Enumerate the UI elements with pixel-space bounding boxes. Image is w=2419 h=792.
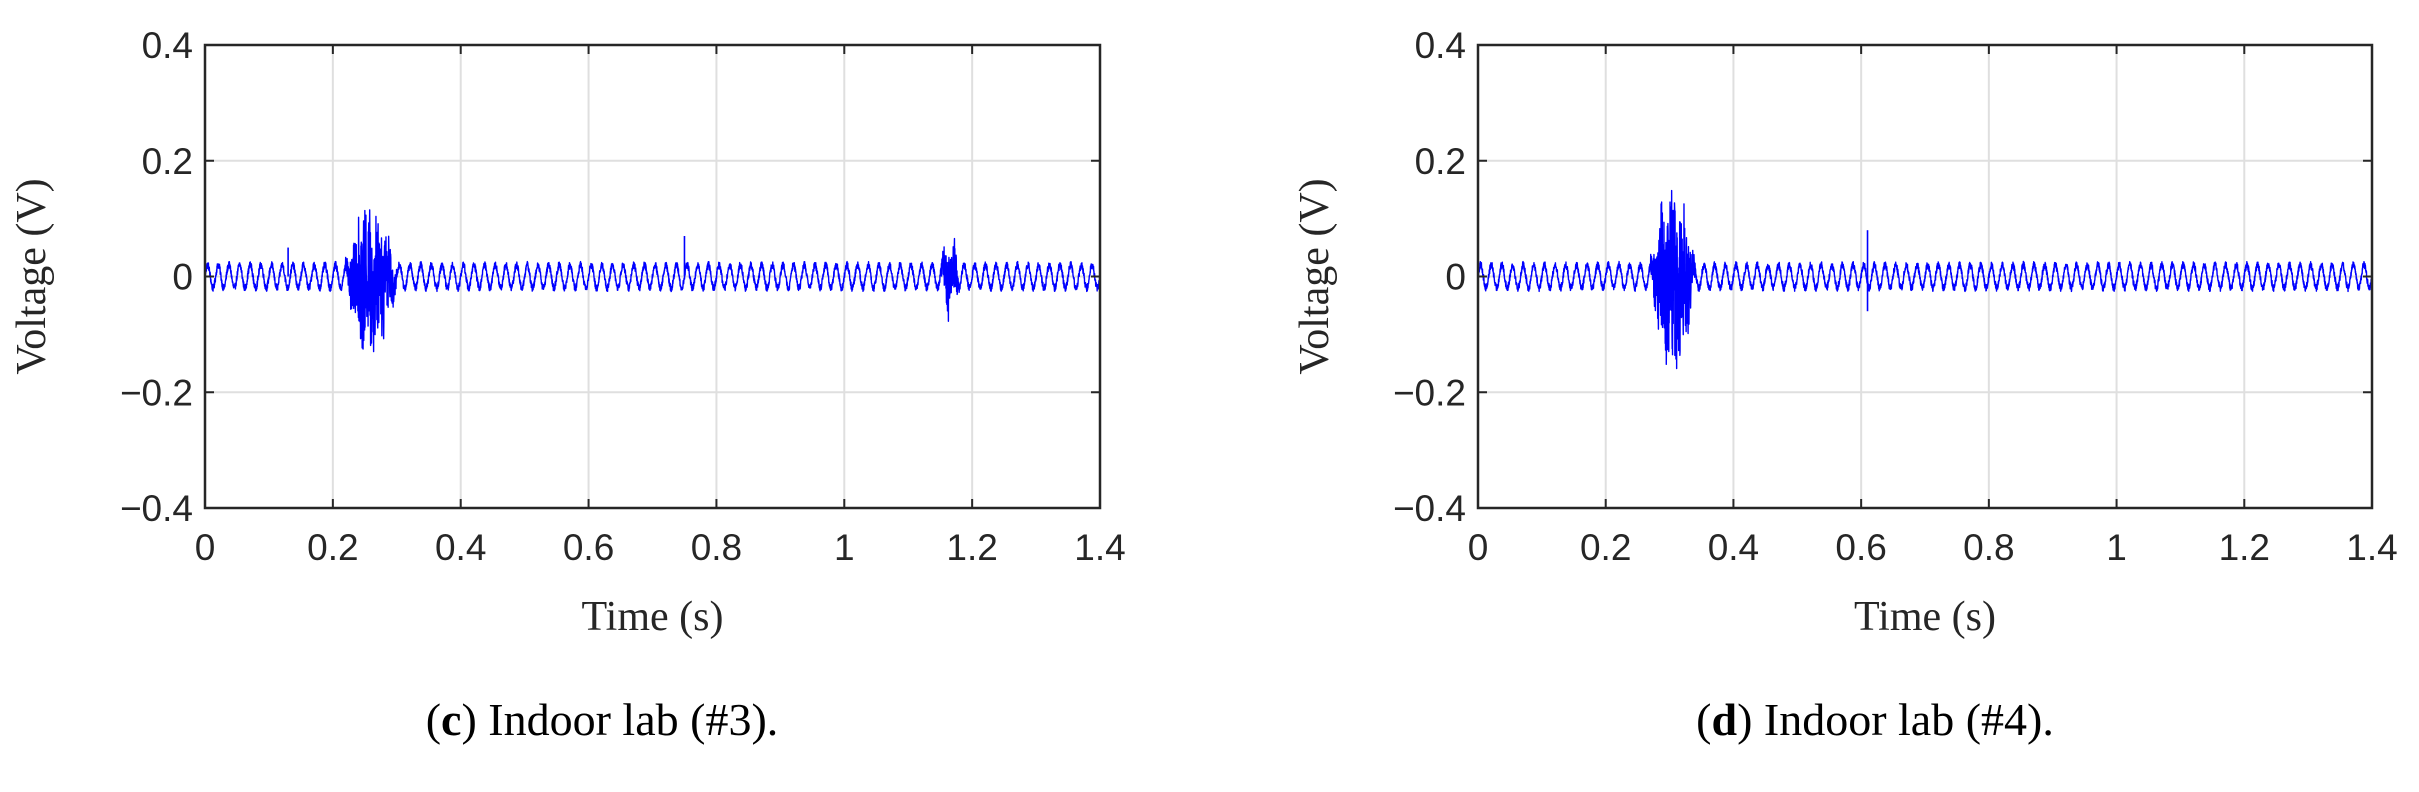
x-tick-label: 0.4	[435, 527, 486, 568]
x-axis-label: Time (s)	[1854, 594, 1996, 640]
x-axis-label: Time (s)	[582, 594, 724, 640]
panel-caption: (c) Indoor lab (#3).	[426, 694, 779, 745]
x-tick-label: 1	[834, 527, 855, 568]
x-tick-label: 1.2	[2219, 527, 2270, 568]
y-tick-label: 0.2	[142, 141, 193, 182]
x-tick-label: 0.2	[307, 527, 358, 568]
x-tick-label: 1	[2106, 527, 2127, 568]
x-tick-label: 0.6	[1835, 527, 1886, 568]
y-tick-label: 0.4	[1415, 25, 1466, 66]
x-tick-label: 0.2	[1580, 527, 1631, 568]
y-tick-label: 0.2	[1415, 141, 1466, 182]
x-tick-label: 1.2	[946, 527, 997, 568]
y-axis-label: Voltage (V)	[1292, 178, 1338, 374]
signal-trace	[1477, 189, 2373, 370]
x-tick-label: 0	[195, 527, 216, 568]
y-tick-label: 0.4	[142, 25, 193, 66]
chart-panel-2: 0 0.2 0.4 0.6 0.8 1 1.2 1.4 −0.4 −0.2 0 0.2 0.4 Time …	[1292, 25, 2398, 745]
y-tick-label: −0.4	[1393, 488, 1466, 529]
y-axis-label: Voltage (V)	[9, 178, 55, 374]
x-tick-label: 1.4	[1074, 527, 1125, 568]
x-tick-label: 0.8	[691, 527, 742, 568]
x-tick-label: 0.4	[1708, 527, 1759, 568]
panel-caption: (d) Indoor lab (#4).	[1696, 694, 2054, 745]
chart-panel-1: 0 0.2 0.4 0.6 0.8 1 1.2 1.4 −0.4 −0.2 0 0.2 0.4 Time …	[9, 25, 1126, 745]
x-tick-label: 0.6	[563, 527, 614, 568]
signal-trace	[204, 209, 1101, 353]
x-tick-label: 0	[1468, 527, 1489, 568]
x-tick-label: 0.8	[1963, 527, 2014, 568]
y-tick-label: −0.4	[120, 488, 193, 529]
x-tick-label: 1.4	[2346, 527, 2397, 568]
y-tick-label: 0	[1445, 257, 1466, 298]
y-tick-label: −0.2	[120, 372, 193, 413]
y-tick-label: −0.2	[1393, 372, 1466, 413]
y-tick-label: 0	[172, 257, 193, 298]
